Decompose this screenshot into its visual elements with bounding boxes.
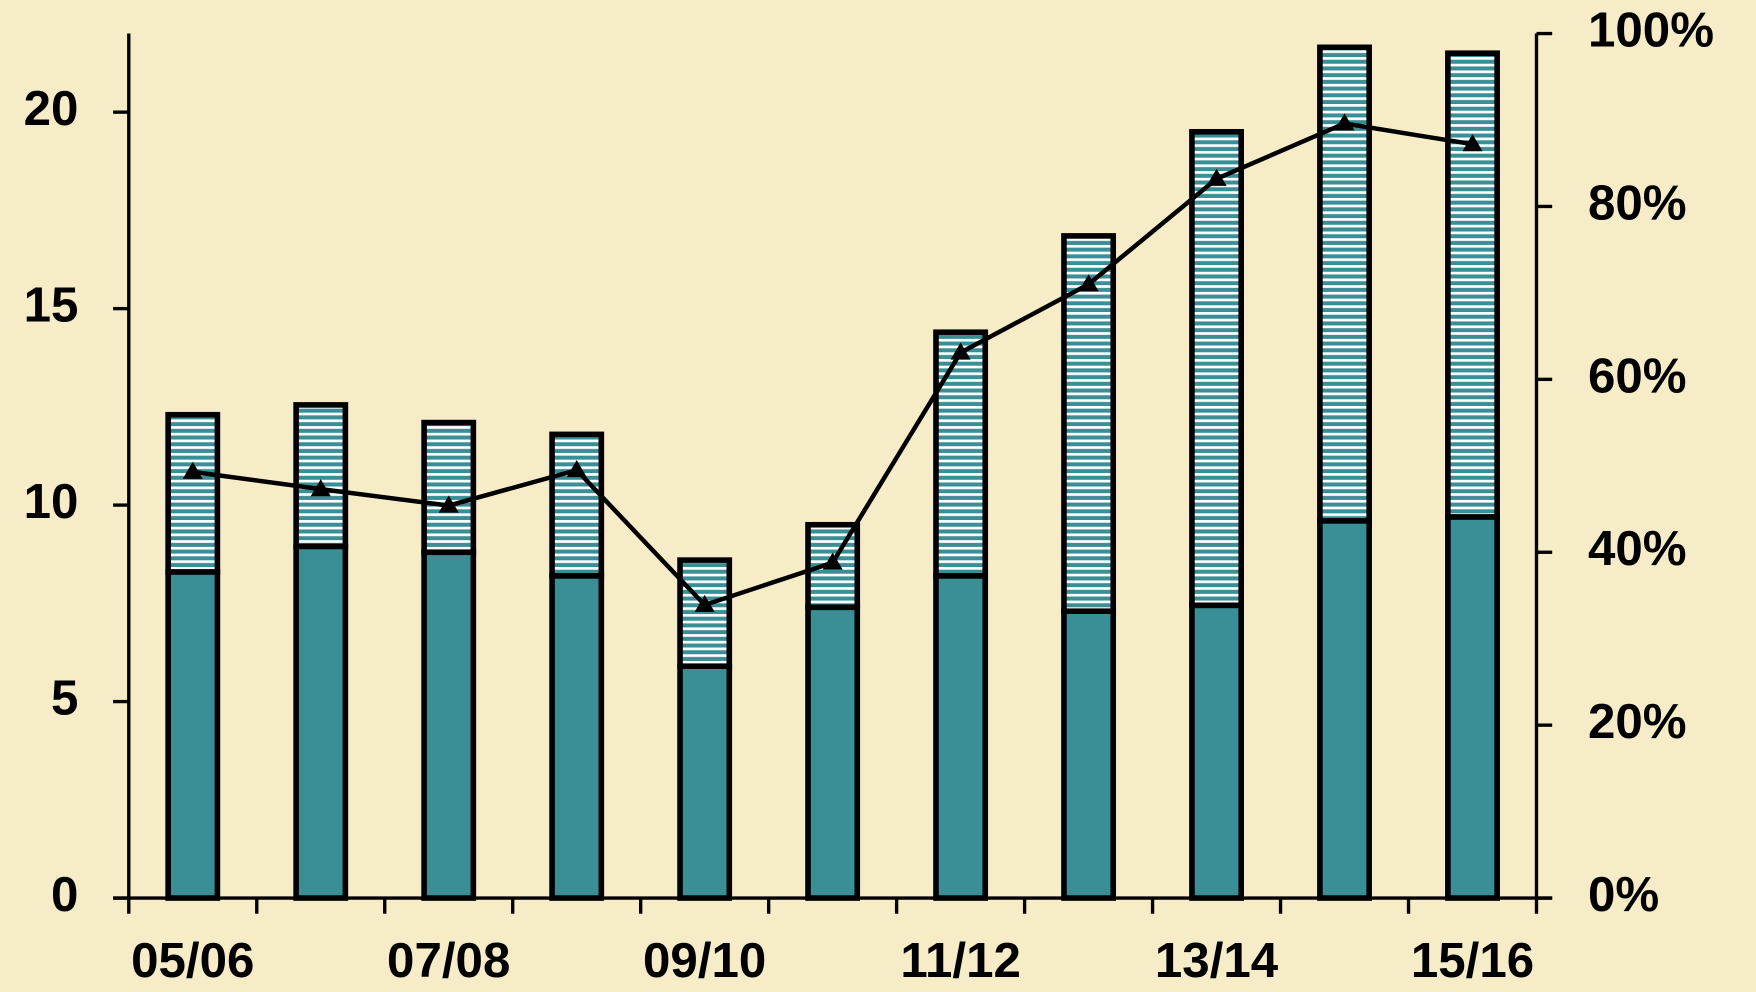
line-marker	[1462, 134, 1483, 152]
line-marker	[310, 479, 331, 497]
y2-tick-label: 100%	[1588, 3, 1714, 58]
line-marker	[694, 594, 715, 613]
bar-segment	[805, 604, 861, 901]
y2-tick-label: 0%	[1588, 867, 1659, 922]
bar-segment	[1317, 518, 1372, 901]
bar-segment	[1061, 233, 1117, 614]
y-tick-label: 10	[24, 474, 79, 529]
y-tick-label: 5	[51, 671, 78, 726]
line-marker	[1334, 113, 1355, 131]
bar-segment	[421, 549, 477, 901]
line-marker	[1078, 274, 1099, 292]
bar-segment	[933, 329, 989, 579]
bar-segment	[293, 543, 349, 901]
bar-segment	[549, 431, 605, 579]
bar-segment	[677, 663, 733, 901]
y-tick-label: 15	[24, 278, 79, 333]
y-tick-label: 20	[24, 81, 79, 136]
x-tick-label: 09/10	[643, 933, 766, 988]
line-marker	[438, 495, 459, 513]
bar-segment	[421, 419, 477, 556]
y-tick-label: 0	[51, 867, 78, 922]
line-marker	[822, 552, 843, 570]
bar-segment	[1445, 50, 1500, 520]
x-tick-label: 13/14	[1155, 933, 1279, 988]
bar-segment	[1445, 514, 1500, 901]
bar-segment	[549, 573, 605, 901]
bar-segment	[1189, 602, 1245, 901]
bar-segment	[933, 573, 989, 901]
line-marker	[566, 460, 587, 478]
x-tick-label: 15/16	[1411, 933, 1534, 988]
line-marker	[1206, 168, 1227, 186]
bar-segment	[293, 402, 349, 550]
x-tick-label: 07/08	[387, 933, 510, 988]
bar-segment	[1061, 608, 1117, 901]
y2-tick-label: 60%	[1588, 348, 1687, 403]
line-marker	[182, 461, 203, 479]
bar-segment	[165, 411, 221, 575]
bar-segment	[677, 557, 733, 670]
bar-segment	[1189, 128, 1245, 609]
bar-segment	[165, 569, 221, 901]
y2-tick-label: 80%	[1588, 175, 1687, 230]
line-marker	[950, 342, 971, 360]
y2-tick-label: 20%	[1588, 694, 1687, 749]
x-tick-label: 11/12	[900, 933, 1021, 988]
y2-tick-label: 40%	[1588, 521, 1687, 576]
x-tick-label: 05/06	[131, 933, 254, 988]
